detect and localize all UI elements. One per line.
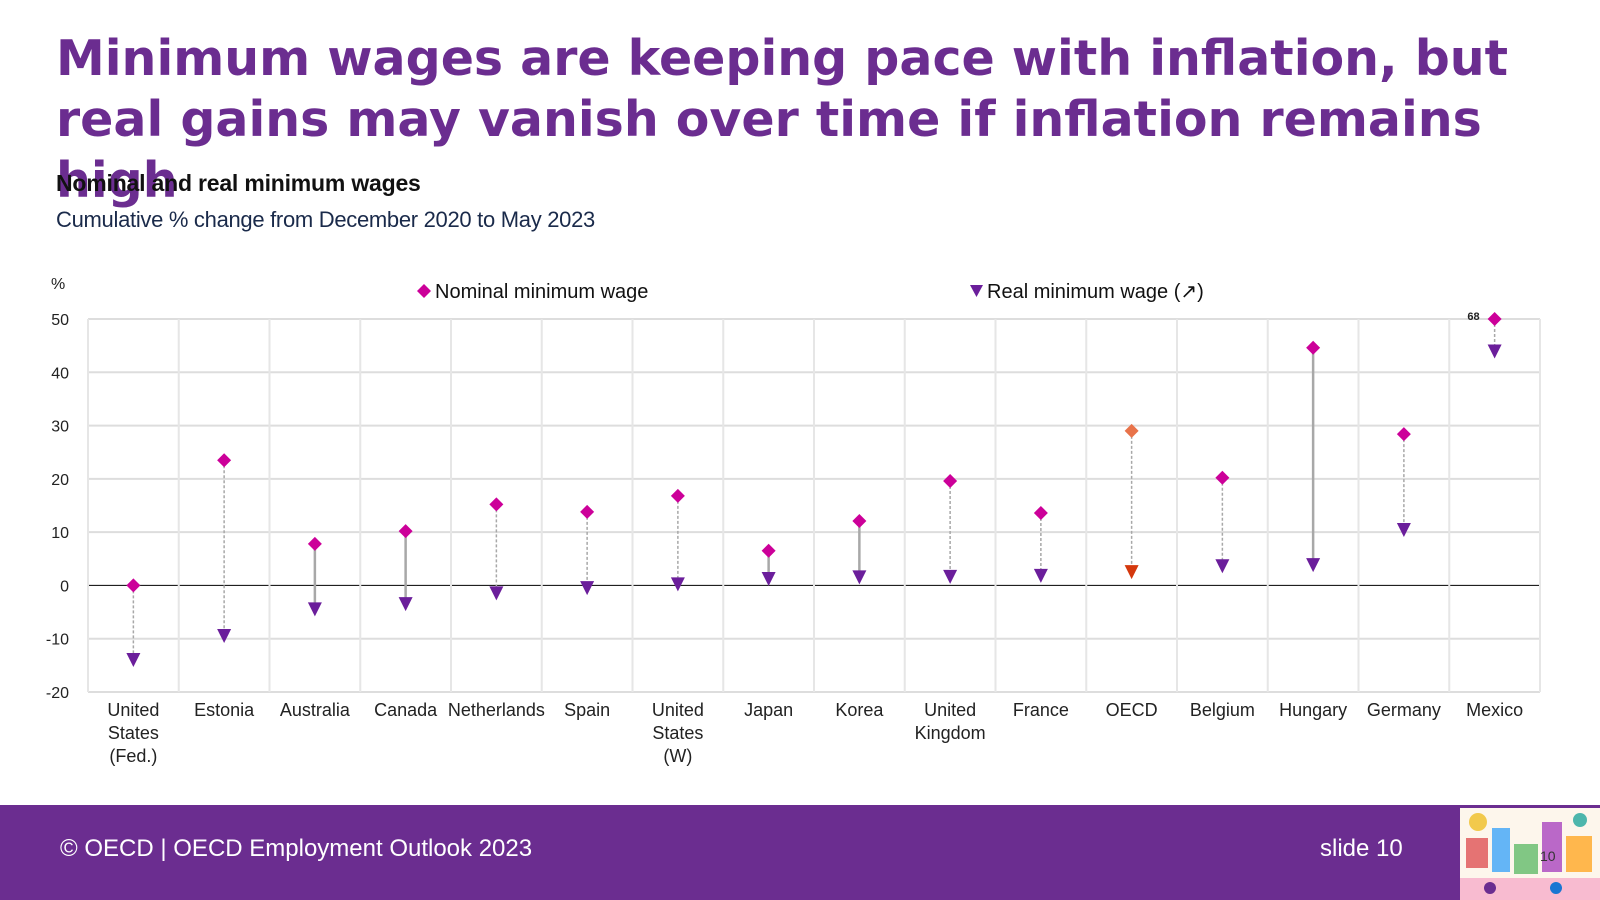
real-point xyxy=(580,581,595,596)
nominal-point xyxy=(1487,312,1502,326)
x-tick-label: United xyxy=(652,700,704,720)
real-point xyxy=(670,577,685,592)
nominal-point xyxy=(670,488,685,503)
x-tick-label: United xyxy=(924,700,976,720)
real-point xyxy=(1124,565,1139,580)
y-tick-label: 20 xyxy=(51,472,69,489)
real-point xyxy=(307,602,322,617)
legend-nominal-label: Nominal minimum wage xyxy=(435,281,648,303)
real-point xyxy=(1033,568,1048,583)
legend-nominal-marker xyxy=(417,284,431,298)
y-axis-label: % xyxy=(51,276,65,293)
x-tick-label: Australia xyxy=(280,700,351,720)
nominal-point xyxy=(1215,470,1230,485)
x-tick-label: Canada xyxy=(374,700,438,720)
x-tick-label: OECD xyxy=(1106,700,1158,720)
nominal-point xyxy=(1396,427,1411,442)
data-annotation: 68 xyxy=(1467,311,1479,323)
real-point xyxy=(1306,558,1321,573)
real-point xyxy=(489,586,504,601)
x-tick-label: France xyxy=(1013,700,1069,720)
x-tick-label: States xyxy=(108,723,159,743)
x-tick-label: Netherlands xyxy=(448,700,545,720)
nominal-point xyxy=(1033,505,1048,520)
real-point xyxy=(852,570,867,585)
nominal-point xyxy=(1124,423,1139,438)
real-point xyxy=(217,629,232,644)
nominal-point xyxy=(943,473,958,488)
x-tick-label: States xyxy=(652,723,703,743)
real-point xyxy=(1487,344,1502,359)
real-point xyxy=(126,653,141,668)
nominal-point xyxy=(761,543,776,558)
nominal-point xyxy=(580,504,595,519)
slide-number-small: 10 xyxy=(1540,848,1556,864)
chart-title: Nominal and real minimum wages xyxy=(56,170,421,196)
x-tick-label: Germany xyxy=(1367,700,1441,720)
real-point xyxy=(761,572,776,587)
real-point xyxy=(943,569,958,584)
footer-copyright: © OECD | OECD Employment Outlook 2023 xyxy=(60,835,533,862)
nominal-point xyxy=(217,453,232,468)
x-tick-label: Mexico xyxy=(1466,700,1523,720)
x-tick-label: (Fed.) xyxy=(109,746,157,766)
x-tick-label: Hungary xyxy=(1279,700,1347,720)
y-tick-label: 50 xyxy=(51,312,69,329)
x-tick-label: United xyxy=(107,700,159,720)
decorative-illustration-icon xyxy=(1460,808,1600,900)
footer-bar: © OECD | OECD Employment Outlook 2023 sl… xyxy=(0,805,1600,900)
y-tick-label: 30 xyxy=(51,419,69,436)
slide-number: slide 10 xyxy=(1320,835,1403,862)
x-tick-label: Estonia xyxy=(194,700,255,720)
y-tick-label: -10 xyxy=(46,632,69,649)
nominal-point xyxy=(398,524,413,539)
y-tick-label: 0 xyxy=(60,578,69,595)
nominal-point xyxy=(307,536,322,551)
legend-real-label: Real minimum wage (↗) xyxy=(987,281,1204,303)
legend-real-marker xyxy=(970,285,983,297)
x-tick-label: Korea xyxy=(835,700,884,720)
nominal-point xyxy=(1306,340,1321,355)
y-tick-label: 40 xyxy=(51,365,69,382)
real-point xyxy=(1396,523,1411,538)
real-point xyxy=(398,597,413,612)
nominal-point xyxy=(126,578,141,593)
nominal-point xyxy=(489,497,504,512)
page-title: Minimum wages are keeping pace with infl… xyxy=(56,30,1509,209)
x-tick-label: Japan xyxy=(744,700,793,720)
real-point xyxy=(1215,559,1230,574)
nominal-point xyxy=(852,513,867,528)
minimum-wage-chart: 50 40 30 20 10 0 -10 -20% Nominal minimum wage Re… xyxy=(46,276,1541,766)
x-tick-label: Spain xyxy=(564,700,610,720)
x-tick-label: (W) xyxy=(663,746,692,766)
x-tick-label: Kingdom xyxy=(915,723,986,743)
y-tick-label: -20 xyxy=(46,685,69,702)
x-tick-label: Belgium xyxy=(1190,700,1255,720)
y-tick-label: 10 xyxy=(51,525,69,542)
chart-subtitle: Cumulative % change from December 2020 t… xyxy=(56,207,595,232)
